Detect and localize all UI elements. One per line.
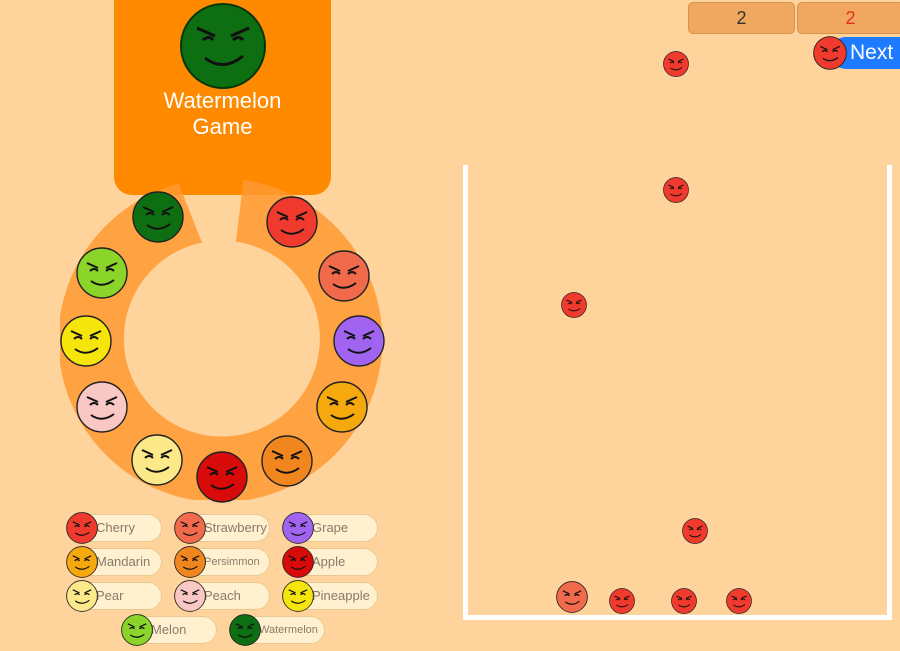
next-cherry-icon — [813, 36, 847, 75]
legend-strawberry-icon — [174, 512, 206, 549]
play-fruit-cherry-icon — [726, 588, 752, 619]
legend-melon-icon — [121, 614, 153, 651]
ring-fruit-melon-icon — [76, 247, 128, 304]
ring-fruit-peach-icon — [76, 381, 128, 438]
ring-fruit-pear-icon — [131, 434, 183, 491]
play-fruit-strawberry-icon — [556, 581, 588, 618]
ring-fruit-grape-icon — [333, 315, 385, 372]
best-score: 2 — [797, 2, 900, 34]
play-fruit-cherry-icon — [609, 588, 635, 619]
current-score: 2 — [688, 2, 795, 34]
play-fruit-cherry-icon — [682, 518, 708, 549]
legend-mandarin-icon — [66, 546, 98, 583]
legend-apple-icon — [282, 546, 314, 583]
legend-grape-icon — [282, 512, 314, 549]
legend-pineapple-icon — [282, 580, 314, 617]
ring-fruit-watermelon-icon — [132, 191, 184, 248]
play-fruit-cherry-icon — [663, 177, 689, 208]
fruit-evolution-ring — [60, 179, 383, 500]
ring-fruit-mandarin-icon — [316, 381, 368, 438]
ring-fruit-persimmon-icon — [261, 435, 313, 492]
play-fruit-cherry-icon — [561, 292, 587, 323]
ring-fruit-apple-icon — [196, 451, 248, 508]
watermelon-icon — [180, 3, 266, 89]
ring-fruit-strawberry-icon — [318, 250, 370, 307]
title-banner: Watermelon Game — [114, 0, 331, 195]
legend-watermelon-icon — [229, 614, 261, 651]
play-fruit-cherry-icon — [671, 588, 697, 619]
next-button-label: Next — [850, 41, 894, 64]
ring-track — [60, 179, 383, 500]
legend-persimmon-icon — [174, 546, 206, 583]
legend-cherry-icon — [66, 512, 98, 549]
ring-fruit-pineapple-icon — [60, 315, 112, 372]
fruit-container[interactable] — [463, 165, 892, 620]
play-fruit-cherry-icon — [663, 51, 689, 82]
legend-peach-icon — [174, 580, 206, 617]
game-title: Watermelon Game — [163, 88, 282, 139]
ring-fruit-cherry-icon — [266, 196, 318, 253]
legend-pear-icon — [66, 580, 98, 617]
